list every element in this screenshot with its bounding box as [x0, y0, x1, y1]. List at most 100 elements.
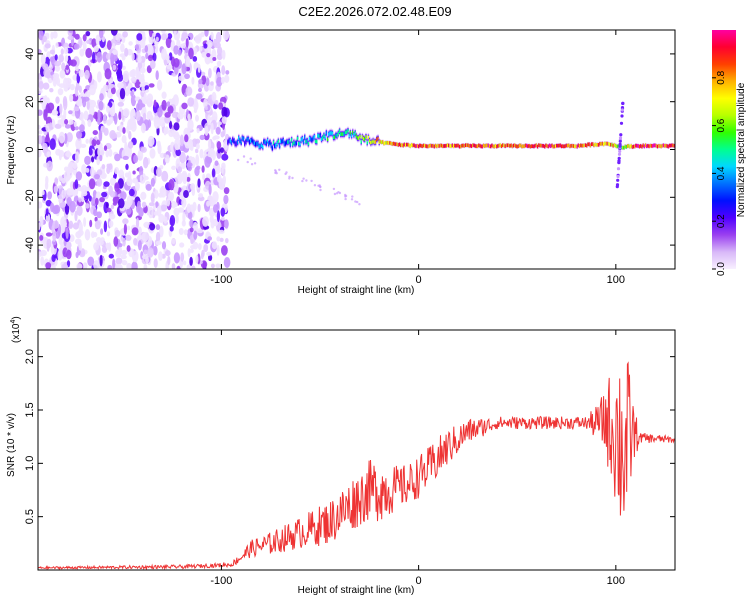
signal-core — [324, 135, 326, 140]
noise-speckle — [187, 113, 191, 122]
noise-speckle — [218, 102, 224, 110]
noise-speckle — [87, 256, 95, 267]
noise-speckle — [214, 160, 219, 166]
signal-core — [395, 142, 397, 146]
signal-core — [331, 131, 334, 136]
noise-speckle — [165, 36, 172, 49]
noise-speckle — [74, 210, 78, 222]
signal-core — [248, 140, 251, 144]
noise-speckle — [99, 154, 103, 162]
signal-core — [380, 140, 383, 145]
noise-speckle — [79, 111, 84, 122]
noise-speckle — [213, 204, 219, 213]
signal-core — [262, 145, 264, 149]
signal-core — [413, 143, 415, 147]
snr-panel: -100 0 100 0.5 1.0 1.5 2.0 Height of straight… — [6, 316, 676, 596]
noise-speckle — [180, 252, 185, 262]
y-tick-label: 0 — [24, 146, 36, 152]
colorbar-tick-label: 0.8 — [716, 70, 727, 84]
signal-core — [635, 143, 637, 148]
noise-speckle — [66, 150, 71, 158]
signal-core — [584, 143, 587, 147]
noise-speckle — [161, 30, 166, 34]
noise-speckle — [80, 143, 87, 148]
signal-streak-dot — [333, 192, 337, 196]
noise-speckle — [148, 206, 154, 219]
noise-speckle — [181, 63, 187, 75]
noise-speckle — [224, 74, 230, 83]
signal-core — [606, 141, 608, 146]
signal-streak-dot — [242, 155, 246, 158]
signal-core — [556, 143, 558, 148]
noise-speckle — [215, 126, 221, 135]
noise-speckle — [86, 39, 91, 44]
noise-speckle — [167, 105, 174, 114]
signal-core — [348, 133, 350, 138]
signal-core — [244, 141, 246, 146]
signal-core — [523, 144, 526, 148]
noise-speckle — [188, 139, 194, 151]
signal-core — [419, 143, 421, 148]
signal-core — [325, 131, 328, 135]
signal-core — [372, 139, 374, 143]
signal-core — [374, 140, 377, 144]
signal-core — [436, 144, 438, 149]
noise-speckle — [103, 220, 108, 233]
noise-speckle — [204, 30, 209, 37]
noise-speckle — [171, 111, 179, 119]
signal-core — [383, 141, 385, 146]
signal-core — [389, 141, 391, 145]
colorbar-tick-label: 0.0 — [716, 262, 727, 276]
noise-speckle — [147, 119, 152, 128]
noise-speckle — [49, 122, 53, 130]
noise-speckle — [223, 187, 230, 195]
noise-speckle — [122, 155, 129, 160]
signal-core — [605, 141, 607, 146]
signal-core — [608, 142, 611, 147]
chart-title: C2E2.2026.072.02.48.E09 — [298, 4, 451, 19]
noise-speckle — [225, 238, 229, 244]
signal-core — [332, 135, 335, 140]
signal-core — [238, 136, 240, 140]
noise-speckle — [204, 125, 209, 136]
noise-speckle — [201, 165, 205, 173]
noise-speckle — [207, 114, 211, 126]
signal-core — [431, 144, 433, 148]
signal-core — [659, 144, 661, 148]
noise-speckle — [115, 263, 123, 269]
noise-speckle — [121, 135, 127, 144]
signal-core — [408, 143, 410, 148]
signal-core — [472, 143, 474, 148]
signal-core — [656, 144, 659, 149]
noise-speckle — [211, 150, 216, 161]
snr-plot-area — [38, 330, 675, 570]
noise-speckle — [84, 229, 91, 241]
signal-core — [266, 138, 269, 143]
noise-speckle — [200, 252, 204, 260]
noise-speckle — [78, 244, 83, 251]
noise-speckle — [130, 77, 137, 82]
signal-core — [643, 144, 646, 149]
signal-core — [304, 135, 306, 140]
signal-core — [491, 143, 493, 148]
signal-core — [373, 140, 376, 144]
signal-core — [271, 146, 274, 150]
noise-speckle — [103, 145, 108, 151]
signal-core — [302, 140, 305, 144]
snr-scale-label: (x104) — [10, 316, 22, 343]
noise-speckle — [60, 216, 67, 228]
signal-core — [392, 141, 395, 146]
noise-speckle — [159, 225, 164, 238]
noise-speckle — [210, 31, 214, 41]
noise-speckle — [140, 146, 147, 153]
noise-speckle — [207, 236, 212, 241]
noise-speckle — [149, 148, 156, 159]
signal-core — [474, 144, 476, 148]
noise-speckle — [194, 34, 202, 44]
noise-speckle — [187, 211, 193, 220]
noise-speckle — [146, 93, 154, 103]
noise-speckle — [193, 230, 198, 240]
noise-speckle — [187, 97, 195, 107]
signal-streak-dot — [237, 158, 240, 162]
noise-speckle — [216, 141, 222, 150]
